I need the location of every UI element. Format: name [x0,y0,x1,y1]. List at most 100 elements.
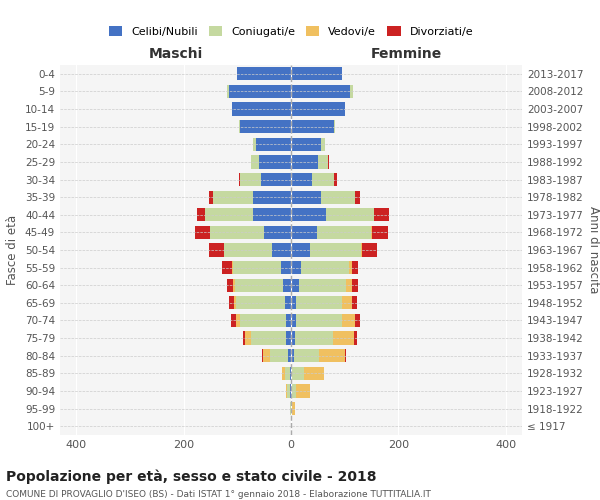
Bar [242,332,245,344]
Bar [262,349,263,362]
Bar [350,85,353,98]
Bar [272,244,291,256]
Bar [262,173,291,186]
Bar [291,190,320,204]
Bar [313,173,334,186]
Bar [342,296,352,310]
Bar [349,261,352,274]
Legend: Celibi/Nubili, Coniugati/e, Vedovi/e, Divorziati/e: Celibi/Nubili, Coniugati/e, Vedovi/e, Di… [106,22,476,40]
Bar [237,67,291,80]
Bar [291,366,292,380]
Bar [291,244,310,256]
Bar [211,226,264,239]
Bar [291,402,292,415]
Text: COMUNE DI PROVAGLIO D'ISEO (BS) - Dati ISTAT 1° gennaio 2018 - Elaborazione TUTT: COMUNE DI PROVAGLIO D'ISEO (BS) - Dati I… [6,490,431,499]
Bar [227,85,229,98]
Bar [291,384,292,398]
Bar [292,402,295,415]
Bar [282,366,284,380]
Bar [196,226,211,239]
Bar [304,366,325,380]
Bar [240,120,291,134]
Bar [293,349,319,362]
Bar [371,226,388,239]
Bar [292,384,296,398]
Bar [291,314,296,327]
Bar [333,332,355,344]
Bar [286,332,291,344]
Bar [236,296,284,310]
Text: Femmine: Femmine [371,48,442,62]
Bar [259,156,291,168]
Bar [286,314,291,327]
Bar [233,296,236,310]
Bar [281,261,291,274]
Bar [346,278,352,292]
Bar [320,138,325,151]
Bar [253,190,291,204]
Bar [224,244,272,256]
Y-axis label: Fasce di età: Fasce di età [7,215,19,285]
Bar [355,190,360,204]
Bar [256,138,291,151]
Bar [291,102,345,116]
Bar [291,67,342,80]
Bar [291,138,320,151]
Bar [319,349,345,362]
Bar [291,226,317,239]
Bar [227,278,233,292]
Bar [239,120,240,134]
Bar [291,173,313,186]
Bar [295,332,333,344]
Bar [197,208,205,222]
Bar [355,314,360,327]
Bar [352,278,358,292]
Bar [269,349,289,362]
Bar [291,296,296,310]
Bar [291,208,326,222]
Bar [361,244,362,256]
Bar [245,332,251,344]
Bar [291,120,334,134]
Bar [317,226,371,239]
Bar [355,332,357,344]
Bar [296,314,342,327]
Bar [232,102,291,116]
Bar [290,366,291,380]
Bar [229,296,233,310]
Bar [239,173,240,186]
Bar [299,278,346,292]
Bar [296,384,310,398]
Text: Popolazione per età, sesso e stato civile - 2018: Popolazione per età, sesso e stato civil… [6,470,377,484]
Bar [291,349,293,362]
Bar [240,314,286,327]
Bar [205,208,253,222]
Bar [232,314,236,327]
Bar [264,226,291,239]
Bar [240,173,262,186]
Bar [291,278,299,292]
Bar [374,208,389,222]
Bar [310,244,361,256]
Bar [328,156,329,168]
Bar [289,349,291,362]
Bar [291,156,318,168]
Bar [292,366,304,380]
Bar [232,261,233,274]
Bar [284,366,290,380]
Bar [213,190,253,204]
Bar [233,278,235,292]
Bar [334,120,335,134]
Bar [222,261,232,274]
Bar [251,332,286,344]
Bar [320,190,355,204]
Bar [235,278,283,292]
Bar [209,190,213,204]
Bar [287,384,290,398]
Bar [352,261,358,274]
Bar [352,296,357,310]
Bar [236,314,240,327]
Bar [290,384,291,398]
Bar [345,349,346,362]
Bar [301,261,349,274]
